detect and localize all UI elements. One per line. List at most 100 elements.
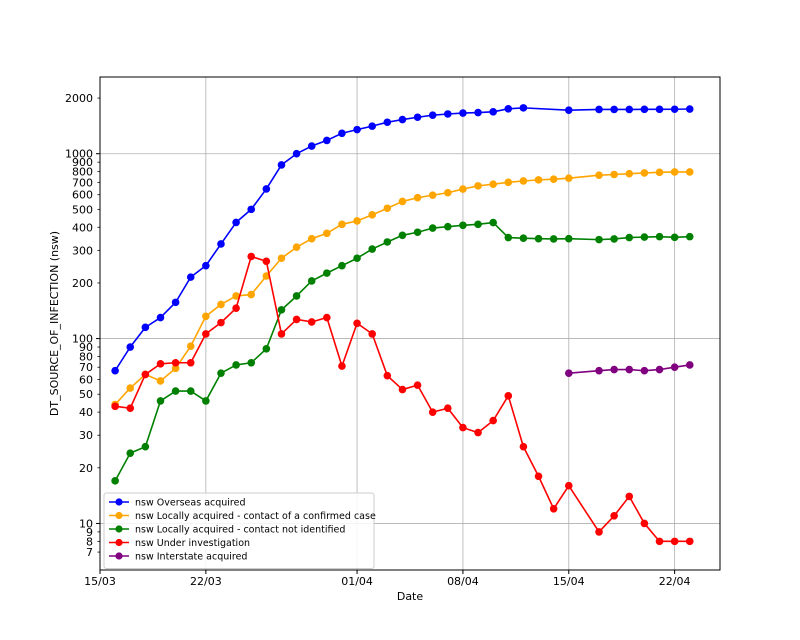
data-point xyxy=(338,220,346,229)
data-point xyxy=(156,360,165,368)
data-point xyxy=(353,125,361,134)
data-point xyxy=(338,129,346,138)
data-point xyxy=(413,228,422,237)
x-tick-label: 15/04 xyxy=(553,575,585,588)
data-point xyxy=(685,105,694,113)
data-point xyxy=(595,171,603,180)
data-point xyxy=(444,222,452,231)
data-point xyxy=(474,182,482,190)
y-minor-tick-label: 8 xyxy=(86,535,93,548)
data-point xyxy=(504,233,513,242)
series-layer xyxy=(111,104,694,546)
y-minor-tick-label: 70 xyxy=(79,361,93,374)
data-point xyxy=(202,330,210,338)
data-point xyxy=(610,511,618,520)
y-minor-tick-label: 30 xyxy=(79,429,93,442)
data-point xyxy=(640,105,649,114)
data-point xyxy=(489,218,497,227)
x-axis: 15/03 22/03 01/04 08/04 15/04 22/04 xyxy=(84,570,690,588)
data-point xyxy=(368,211,376,219)
data-point xyxy=(186,273,195,281)
data-point xyxy=(307,142,316,150)
data-point xyxy=(474,428,482,437)
data-point xyxy=(126,404,135,413)
data-point xyxy=(186,387,195,395)
data-point xyxy=(655,232,664,241)
data-point xyxy=(549,235,558,243)
legend-marker xyxy=(115,538,123,547)
data-point xyxy=(323,136,331,145)
y-minor-tick-label: 60 xyxy=(79,374,93,387)
y-minor-tick-label: 7 xyxy=(86,546,93,559)
series-0 xyxy=(111,104,694,375)
series-1 xyxy=(111,168,694,409)
data-point xyxy=(307,277,316,285)
data-point xyxy=(232,292,240,300)
data-point xyxy=(353,217,361,225)
y-axis-label: DT_SOURCE_OF_INFECTION (nsw) xyxy=(48,231,61,416)
data-point xyxy=(217,318,225,327)
y-minor-tick-label: 300 xyxy=(72,244,93,257)
y-minor-tick-label: 9 xyxy=(86,526,93,539)
data-point xyxy=(111,366,119,375)
legend-marker xyxy=(115,498,123,506)
y-minor-tick-label: 900 xyxy=(72,156,93,169)
x-tick-label: 15/03 xyxy=(84,575,116,588)
data-point xyxy=(564,106,573,114)
y-minor-tick-label: 50 xyxy=(79,388,93,401)
data-point xyxy=(186,342,195,350)
data-point xyxy=(489,180,497,189)
data-point xyxy=(519,104,528,112)
data-point xyxy=(277,254,286,263)
data-point xyxy=(398,385,407,394)
data-point xyxy=(459,221,467,230)
series-4 xyxy=(564,361,694,377)
data-point xyxy=(549,505,558,513)
data-point xyxy=(549,175,558,184)
data-point xyxy=(277,306,286,314)
data-point xyxy=(141,370,150,379)
x-axis-label: Date xyxy=(397,590,424,603)
y-minor-tick-label: 90 xyxy=(79,341,93,354)
data-point xyxy=(625,365,634,374)
data-point xyxy=(398,197,407,206)
data-point xyxy=(534,234,543,243)
series-2 xyxy=(111,218,694,485)
data-point xyxy=(428,224,437,232)
y-tick-label: 10 xyxy=(79,517,93,530)
data-point xyxy=(277,330,286,338)
data-point xyxy=(519,177,528,185)
data-point xyxy=(655,105,664,114)
legend-marker xyxy=(115,552,123,560)
data-point xyxy=(685,537,694,546)
data-point xyxy=(685,168,694,176)
legend-label: nsw Locally acquired - contact not ident… xyxy=(135,525,345,536)
data-point xyxy=(595,235,603,244)
data-point xyxy=(217,240,225,248)
data-point xyxy=(413,381,422,389)
data-point xyxy=(610,235,618,243)
data-point xyxy=(564,174,573,183)
data-point xyxy=(383,118,392,127)
data-point xyxy=(595,105,603,114)
y-minor-tick-label: 20 xyxy=(79,462,93,475)
data-point xyxy=(383,371,392,380)
data-point xyxy=(307,234,316,243)
data-point xyxy=(111,477,119,485)
y-minor-tick-label: 700 xyxy=(72,176,93,189)
data-point xyxy=(685,232,694,241)
data-point xyxy=(171,387,180,395)
data-point xyxy=(383,238,392,246)
data-point xyxy=(156,397,165,405)
data-point xyxy=(640,169,649,177)
data-point xyxy=(171,298,180,307)
data-point xyxy=(368,330,376,338)
data-point xyxy=(670,363,679,372)
data-point xyxy=(247,205,256,214)
data-point xyxy=(398,115,407,124)
data-point xyxy=(353,254,361,263)
legend-label: nsw Under investigation xyxy=(135,538,250,549)
data-point xyxy=(368,245,376,253)
y-minor-tick-label: 400 xyxy=(72,221,93,234)
data-point xyxy=(610,365,618,374)
